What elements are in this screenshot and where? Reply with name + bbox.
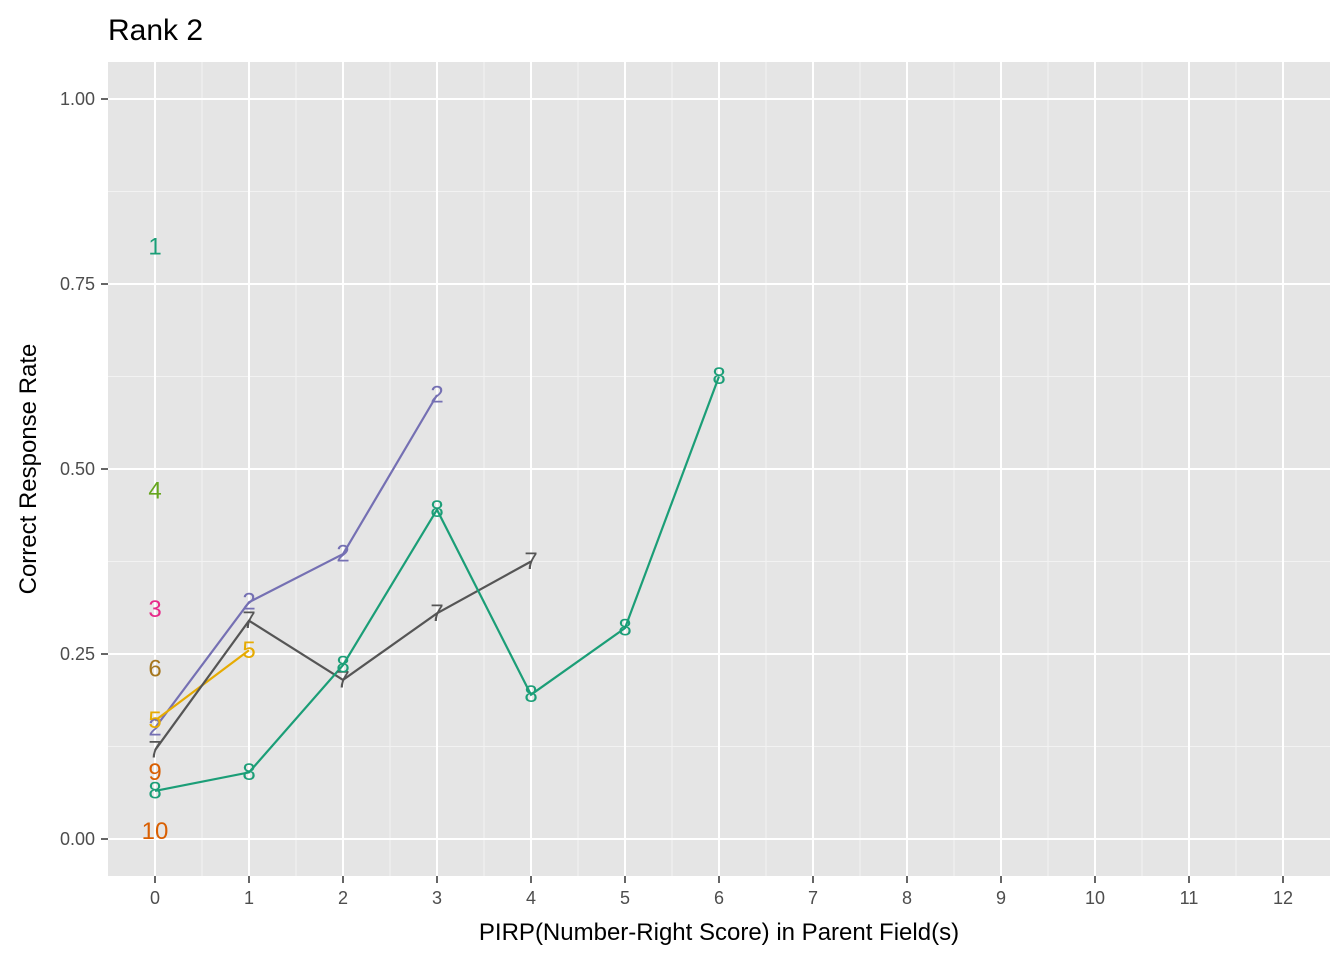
point-label-4: 4 xyxy=(148,478,161,505)
series-line-2 xyxy=(154,394,438,729)
point-label-8: 8 xyxy=(430,496,443,523)
point-label-8: 8 xyxy=(242,759,255,786)
point-label-8: 8 xyxy=(712,363,725,390)
point-label-1: 1 xyxy=(148,234,161,261)
x-tick-label: 5 xyxy=(620,888,630,908)
point-label-5: 5 xyxy=(148,707,161,734)
point-label-8: 8 xyxy=(524,681,537,708)
point-label-6: 6 xyxy=(148,655,161,682)
point-label-2: 2 xyxy=(430,382,443,409)
x-tick-label: 7 xyxy=(808,888,818,908)
x-tick-label: 2 xyxy=(338,888,348,908)
x-tick-label: 11 xyxy=(1180,888,1199,908)
y-tick-label: 0.00 xyxy=(60,829,95,849)
point-label-8: 8 xyxy=(336,652,349,679)
point-label-8: 8 xyxy=(618,615,631,642)
x-axis: 0 1 2 3 4 5 6 7 8 9 10 11 12 xyxy=(150,876,1293,908)
series-lines xyxy=(154,376,721,792)
point-label-7: 7 xyxy=(524,548,537,575)
y-tick-label: 0.25 xyxy=(60,644,95,664)
y-axis: 0.00 0.25 0.50 0.75 1.00 xyxy=(60,89,108,849)
point-label-7: 7 xyxy=(242,607,255,634)
series-line-7 xyxy=(154,560,532,751)
point-label-7: 7 xyxy=(148,737,161,764)
y-tick-label: 1.00 xyxy=(60,89,95,109)
y-axis-title: Correct Response Rate xyxy=(15,344,42,595)
point-label-2: 2 xyxy=(336,541,349,568)
y-tick-label: 0.75 xyxy=(60,274,95,294)
x-tick-label: 10 xyxy=(1085,888,1105,908)
point-label-9: 9 xyxy=(148,759,161,786)
point-label-7: 7 xyxy=(336,666,349,693)
y-tick-label: 0.50 xyxy=(60,459,95,479)
point-label-3: 3 xyxy=(148,596,161,623)
point-label-8: 8 xyxy=(148,777,161,804)
x-tick-label: 1 xyxy=(244,888,254,908)
point-label-10: 10 xyxy=(142,818,169,845)
x-tick-label: 0 xyxy=(150,888,160,908)
x-axis-title: PIRP(Number-Right Score) in Parent Field… xyxy=(479,919,959,946)
grid-major xyxy=(108,62,1330,876)
x-tick-label: 8 xyxy=(902,888,912,908)
x-tick-label: 4 xyxy=(526,888,536,908)
point-label-5: 5 xyxy=(242,637,255,664)
chart-title: Rank 2 xyxy=(108,14,203,47)
x-tick-label: 3 xyxy=(432,888,442,908)
x-tick-label: 12 xyxy=(1273,888,1293,908)
series-line-8 xyxy=(154,376,721,792)
point-label-2: 2 xyxy=(148,715,161,742)
point-label-2: 2 xyxy=(242,589,255,616)
x-tick-label: 6 xyxy=(714,888,724,908)
x-tick-label: 9 xyxy=(996,888,1006,908)
point-label-7: 7 xyxy=(430,600,443,627)
